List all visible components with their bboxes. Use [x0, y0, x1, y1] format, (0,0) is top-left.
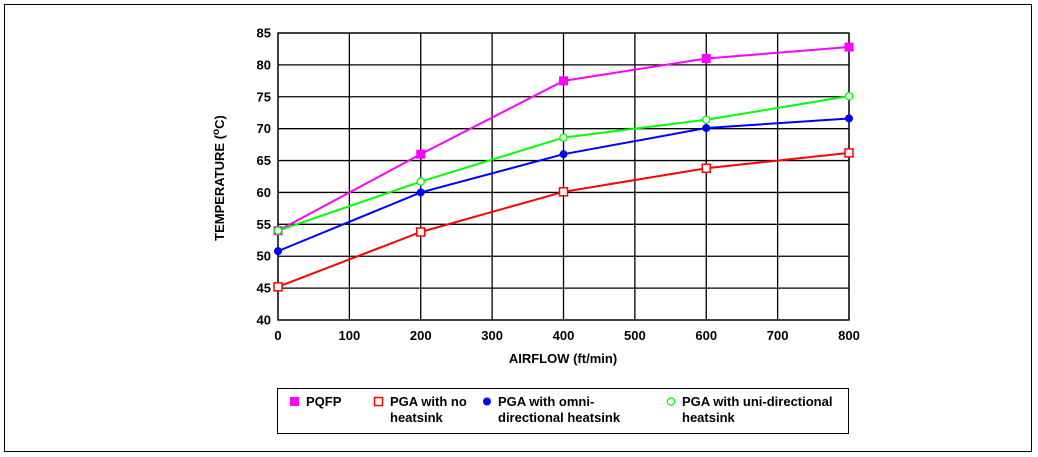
y-axis-title-before: TEMPERATURE ( [212, 134, 227, 241]
data-point [702, 115, 711, 124]
y-axis-title-degree: o [211, 129, 222, 135]
data-series [273, 42, 854, 292]
data-point [416, 149, 426, 159]
x-axis-ticks: 0 100 200 300 400 500 600 700 800 [274, 328, 859, 343]
data-point [845, 114, 853, 123]
legend-item-pga-omni: PGA with omni-directional heatsink [476, 394, 656, 426]
legend-marker-pga-uni [660, 394, 682, 408]
x-tick-label: 300 [481, 328, 503, 343]
legend-item-pqfp: PQFP [284, 394, 366, 410]
legend-marker-pga-no-heatsink [368, 394, 390, 408]
legend-label-pga-no-heatsink: PGA with no heatsink [390, 394, 467, 425]
x-tick-label: 500 [624, 328, 646, 343]
legend: PQFP PGA with no heatsink PGA with omni-… [277, 388, 849, 434]
data-point [274, 247, 282, 256]
x-tick-label: 100 [339, 328, 361, 343]
y-axis-ticks: 40 45 50 55 60 65 70 75 80 85 [257, 26, 271, 328]
data-point [844, 148, 854, 158]
y-tick-label: 60 [257, 185, 271, 200]
data-point [702, 124, 711, 133]
legend-label-pga-omni: PGA with omni-directional heatsink [498, 394, 621, 425]
x-tick-label: 800 [838, 328, 860, 343]
y-axis-title-after: C) [212, 115, 227, 129]
legend-item-pga-no-heatsink: PGA with no heatsink [368, 394, 474, 426]
series-2 [274, 114, 853, 256]
data-point [559, 76, 568, 86]
data-point [273, 226, 283, 235]
grid [277, 32, 850, 321]
x-tick-label: 600 [695, 328, 717, 343]
x-tick-label: 700 [767, 328, 789, 343]
figure-frame [4, 4, 1032, 452]
x-tick-label: 200 [410, 328, 432, 343]
line-chart: 40 45 50 55 60 65 70 75 80 85 0 100 200 300 400 500 600… [211, 26, 860, 367]
y-tick-label: 70 [257, 121, 271, 136]
y-tick-label: 65 [257, 153, 271, 168]
legend-marker-pqfp [284, 394, 306, 408]
y-tick-label: 85 [257, 26, 271, 41]
legend-item-pga-uni: PGA with uni-directional heatsink [660, 394, 846, 426]
data-point [416, 177, 425, 186]
data-point [559, 133, 568, 142]
data-point [701, 54, 711, 64]
y-axis-title: TEMPERATURE (oC) [211, 115, 227, 241]
y-tick-label: 55 [257, 217, 271, 232]
data-point [416, 188, 425, 197]
series-3 [273, 91, 854, 235]
data-point [559, 150, 568, 159]
y-tick-label: 80 [257, 57, 271, 72]
y-tick-label: 50 [257, 249, 271, 264]
x-tick-label: 400 [553, 328, 575, 343]
legend-marker-pga-omni [476, 394, 498, 408]
data-point [701, 163, 711, 173]
x-tick-label: 0 [274, 328, 281, 343]
y-tick-label: 45 [257, 281, 271, 296]
data-point [558, 187, 569, 197]
legend-label-pga-uni: PGA with uni-directional heatsink [682, 394, 833, 425]
data-point [844, 91, 854, 101]
data-point [273, 282, 283, 292]
x-axis-title: AIRFLOW (ft/min) [509, 351, 617, 366]
y-tick-label: 75 [257, 89, 271, 104]
y-tick-label: 40 [257, 313, 271, 328]
legend-label-pqfp: PQFP [306, 394, 342, 409]
data-point [844, 42, 854, 52]
series-1 [273, 148, 854, 292]
data-point [416, 227, 426, 237]
